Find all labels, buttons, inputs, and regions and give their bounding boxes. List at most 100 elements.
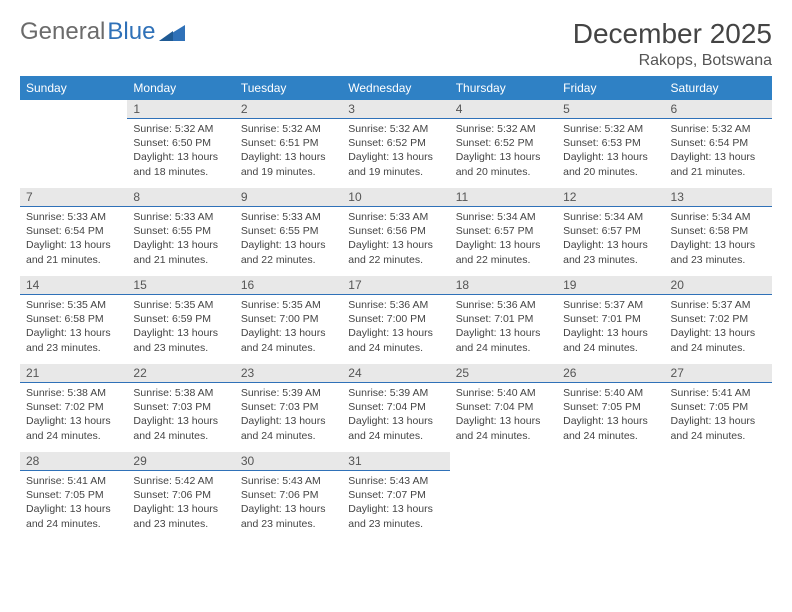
sunrise-line: Sunrise: 5:32 AM [671,122,766,136]
daylight-line: Daylight: 13 hours and 24 minutes. [671,326,766,354]
day-details: Sunrise: 5:41 AMSunset: 7:05 PMDaylight:… [665,383,772,447]
daylight-line: Daylight: 13 hours and 24 minutes. [133,414,228,442]
calendar-cell: 23Sunrise: 5:39 AMSunset: 7:03 PMDayligh… [235,364,342,452]
sunrise-line: Sunrise: 5:43 AM [348,474,443,488]
daylight-line: Daylight: 13 hours and 22 minutes. [348,238,443,266]
calendar-cell: 30Sunrise: 5:43 AMSunset: 7:06 PMDayligh… [235,452,342,540]
weekday-header: Friday [557,76,664,100]
weekday-header: Thursday [450,76,557,100]
sunrise-line: Sunrise: 5:36 AM [348,298,443,312]
day-number: 21 [20,364,127,383]
day-number: 28 [20,452,127,471]
day-details: Sunrise: 5:32 AMSunset: 6:51 PMDaylight:… [235,119,342,183]
weekday-header: Monday [127,76,234,100]
calendar-cell: 25Sunrise: 5:40 AMSunset: 7:04 PMDayligh… [450,364,557,452]
calendar-cell: 19Sunrise: 5:37 AMSunset: 7:01 PMDayligh… [557,276,664,364]
day-number: 23 [235,364,342,383]
day-number: 13 [665,188,772,207]
sunrise-line: Sunrise: 5:33 AM [133,210,228,224]
sunset-line: Sunset: 7:00 PM [241,312,336,326]
day-number: 25 [450,364,557,383]
day-number: 15 [127,276,234,295]
day-details: Sunrise: 5:36 AMSunset: 7:00 PMDaylight:… [342,295,449,359]
day-number: 24 [342,364,449,383]
day-number: 26 [557,364,664,383]
daylight-line: Daylight: 13 hours and 24 minutes. [671,414,766,442]
sunrise-line: Sunrise: 5:33 AM [241,210,336,224]
sunset-line: Sunset: 6:55 PM [241,224,336,238]
sunrise-line: Sunrise: 5:33 AM [26,210,121,224]
calendar-cell: 1Sunrise: 5:32 AMSunset: 6:50 PMDaylight… [127,100,234,188]
sunrise-line: Sunrise: 5:37 AM [671,298,766,312]
day-number: 9 [235,188,342,207]
sunrise-line: Sunrise: 5:38 AM [26,386,121,400]
calendar-row: 1Sunrise: 5:32 AMSunset: 6:50 PMDaylight… [20,100,772,188]
day-number: 17 [342,276,449,295]
logo-text-gray: General [20,18,105,46]
daylight-line: Daylight: 13 hours and 24 minutes. [563,414,658,442]
calendar-row: 14Sunrise: 5:35 AMSunset: 6:58 PMDayligh… [20,276,772,364]
day-number: 8 [127,188,234,207]
day-details: Sunrise: 5:43 AMSunset: 7:06 PMDaylight:… [235,471,342,535]
sunrise-line: Sunrise: 5:35 AM [26,298,121,312]
calendar-cell: 28Sunrise: 5:41 AMSunset: 7:05 PMDayligh… [20,452,127,540]
day-details: Sunrise: 5:43 AMSunset: 7:07 PMDaylight:… [342,471,449,535]
sunset-line: Sunset: 7:06 PM [241,488,336,502]
day-number: 1 [127,100,234,119]
daylight-line: Daylight: 13 hours and 24 minutes. [348,326,443,354]
day-details: Sunrise: 5:34 AMSunset: 6:57 PMDaylight:… [450,207,557,271]
sunrise-line: Sunrise: 5:32 AM [563,122,658,136]
sunrise-line: Sunrise: 5:38 AM [133,386,228,400]
calendar-row: 28Sunrise: 5:41 AMSunset: 7:05 PMDayligh… [20,452,772,540]
weekday-header: Wednesday [342,76,449,100]
sunrise-line: Sunrise: 5:37 AM [563,298,658,312]
calendar-cell: 16Sunrise: 5:35 AMSunset: 7:00 PMDayligh… [235,276,342,364]
day-details: Sunrise: 5:37 AMSunset: 7:01 PMDaylight:… [557,295,664,359]
sunset-line: Sunset: 7:04 PM [348,400,443,414]
daylight-line: Daylight: 13 hours and 24 minutes. [241,414,336,442]
daylight-line: Daylight: 13 hours and 23 minutes. [241,502,336,530]
daylight-line: Daylight: 13 hours and 20 minutes. [456,150,551,178]
logo-text-blue: Blue [107,18,155,46]
day-number: 22 [127,364,234,383]
day-number: 18 [450,276,557,295]
calendar-cell: 14Sunrise: 5:35 AMSunset: 6:58 PMDayligh… [20,276,127,364]
weekday-header: Saturday [665,76,772,100]
sunrise-line: Sunrise: 5:39 AM [348,386,443,400]
day-details: Sunrise: 5:33 AMSunset: 6:56 PMDaylight:… [342,207,449,271]
daylight-line: Daylight: 13 hours and 21 minutes. [671,150,766,178]
sunrise-line: Sunrise: 5:32 AM [348,122,443,136]
calendar-cell: 24 Sunrise: 5:39 AMSunset: 7:04 PMDayligh… [342,364,449,452]
calendar-cell: 20Sunrise: 5:37 AMSunset: 7:02 PMDayligh… [665,276,772,364]
sunset-line: Sunset: 6:56 PM [348,224,443,238]
daylight-line: Daylight: 13 hours and 24 minutes. [563,326,658,354]
sunset-line: Sunset: 6:53 PM [563,136,658,150]
day-number: 19 [557,276,664,295]
day-number: 4 [450,100,557,119]
sunrise-line: Sunrise: 5:33 AM [348,210,443,224]
header: GeneralBlue December 2025 Rakops, Botswa… [20,18,772,70]
calendar-cell: 21Sunrise: 5:38 AMSunset: 7:02 PMDayligh… [20,364,127,452]
day-number: 12 [557,188,664,207]
sunrise-line: Sunrise: 5:35 AM [133,298,228,312]
calendar-cell: 22Sunrise: 5:38 AMSunset: 7:03 PMDayligh… [127,364,234,452]
day-number: 7 [20,188,127,207]
calendar-table: SundayMondayTuesdayWednesdayThursdayFrid… [20,76,772,540]
daylight-line: Daylight: 13 hours and 23 minutes. [563,238,658,266]
day-details: Sunrise: 5:32 AMSunset: 6:52 PMDaylight:… [342,119,449,183]
daylight-line: Daylight: 13 hours and 24 minutes. [241,326,336,354]
calendar-cell: 11Sunrise: 5:34 AMSunset: 6:57 PMDayligh… [450,188,557,276]
daylight-line: Daylight: 13 hours and 23 minutes. [133,326,228,354]
day-details: Sunrise: 5:34 AMSunset: 6:57 PMDaylight:… [557,207,664,271]
day-number: 29 [127,452,234,471]
day-number: 6 [665,100,772,119]
calendar-cell [665,452,772,540]
daylight-line: Daylight: 13 hours and 24 minutes. [348,414,443,442]
day-details: Sunrise: 5:32 AMSunset: 6:52 PMDaylight:… [450,119,557,183]
day-details: Sunrise: 5:32 AMSunset: 6:53 PMDaylight:… [557,119,664,183]
sunrise-line: Sunrise: 5:34 AM [671,210,766,224]
daylight-line: Daylight: 13 hours and 23 minutes. [133,502,228,530]
day-number: 20 [665,276,772,295]
sunrise-line: Sunrise: 5:34 AM [563,210,658,224]
weekday-header: Tuesday [235,76,342,100]
